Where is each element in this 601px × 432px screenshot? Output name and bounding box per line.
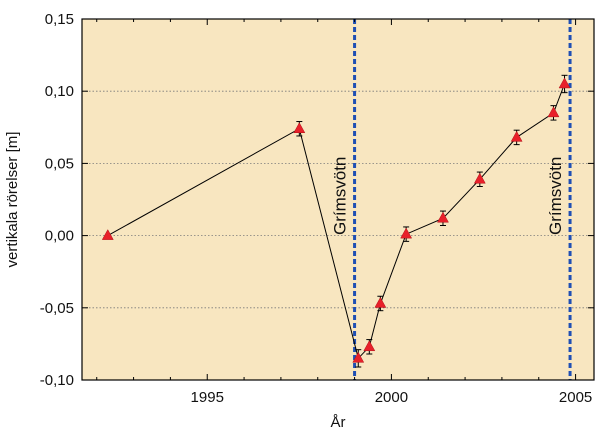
x-axis-title: År bbox=[331, 414, 346, 431]
y-tick-label: 0,00 bbox=[45, 228, 74, 245]
data-point bbox=[101, 229, 114, 240]
y-tick-label: 0,05 bbox=[45, 155, 74, 172]
y-axis-title: vertikala rörelser [m] bbox=[4, 132, 21, 268]
data-point bbox=[547, 106, 560, 118]
y-tick-label: -0,10 bbox=[40, 372, 74, 389]
plot-frame bbox=[81, 18, 595, 381]
axis-ticks: -0,10 -0,05 0,00 0,05 0,10 0,15 1995 2000 2005 bbox=[40, 11, 594, 406]
data-point bbox=[374, 296, 387, 308]
data-point bbox=[473, 172, 486, 184]
data-point bbox=[352, 351, 365, 363]
x-tick-label: 1995 bbox=[191, 389, 224, 406]
data-point bbox=[293, 122, 306, 133]
gridlines bbox=[82, 90, 594, 309]
x-tick-label: 2000 bbox=[375, 389, 408, 406]
data-markers bbox=[101, 77, 571, 363]
x-tick-label: 2005 bbox=[559, 389, 592, 406]
data-point bbox=[400, 227, 413, 239]
y-tick-label: 0,10 bbox=[45, 83, 74, 100]
data-point bbox=[558, 77, 571, 89]
data-point bbox=[510, 130, 523, 142]
data-point bbox=[363, 340, 376, 352]
y-tick-label: 0,15 bbox=[45, 11, 74, 28]
plot-area bbox=[82, 19, 594, 380]
event-lines: Grímsvötn Grímsvötn bbox=[331, 19, 572, 380]
data-point bbox=[437, 211, 449, 223]
y-tick-label: -0,05 bbox=[40, 300, 74, 317]
event-label: Grímsvötn bbox=[331, 157, 350, 235]
event-label: Grímsvötn bbox=[546, 157, 565, 235]
